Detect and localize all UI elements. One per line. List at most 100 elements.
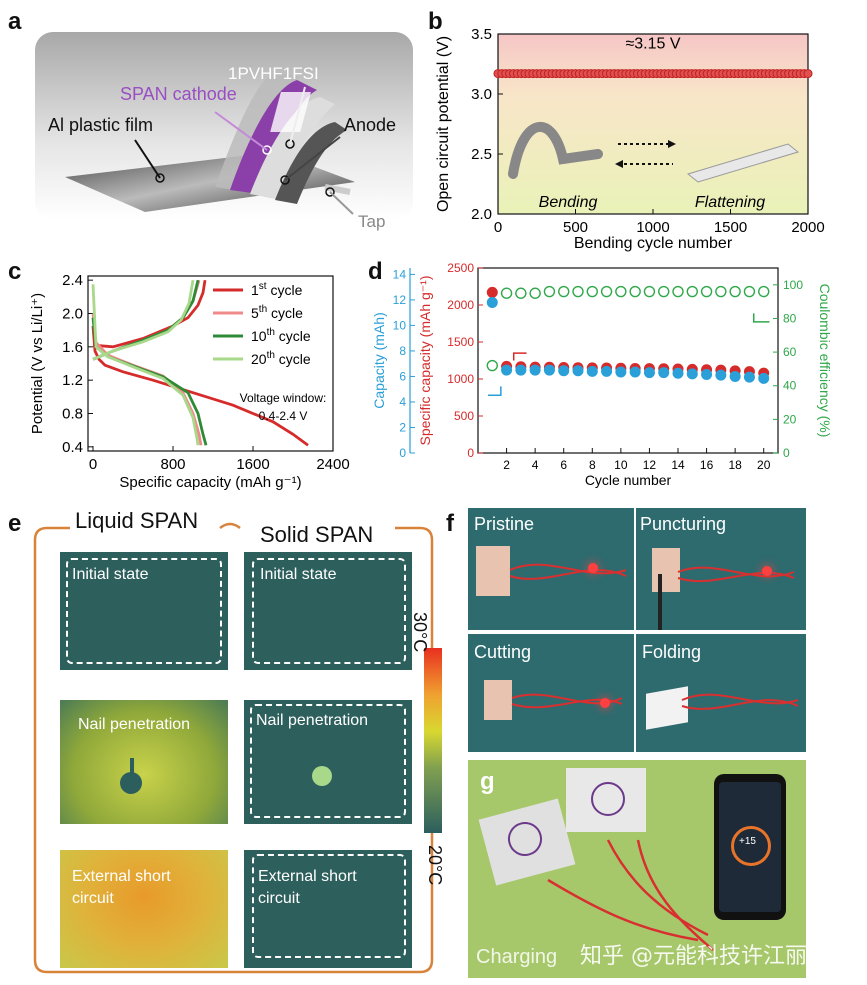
- cap-point-4: [543, 364, 555, 376]
- ytick-label-d-2: 1000: [447, 372, 474, 386]
- xtick-label-d-5: 12: [643, 458, 657, 472]
- ytick-label-c-3: 1.6: [62, 339, 83, 356]
- xtick-label-c-3: 2400: [316, 456, 349, 473]
- ce-point-7: [586, 285, 598, 298]
- xtick-label-c-1: 800: [160, 456, 185, 473]
- ylabel-d: Specific capacity (mAh g⁻¹): [417, 276, 433, 446]
- cap-point-19: [758, 372, 770, 384]
- chart-c: 0 800 1600 2400 0.4 0.8 1.2 1.6 2.0 2.4 Specific c…: [29, 272, 350, 491]
- photo-puncturing: Puncturing: [636, 508, 806, 630]
- label-charging: Charging: [476, 946, 558, 968]
- bending-cell-shape: [508, 122, 603, 179]
- ce-point-17: [729, 285, 741, 298]
- ytick3-label-d-6: 12: [393, 293, 407, 307]
- ce-point-10: [629, 285, 641, 298]
- xtick-label-c-0: 0: [89, 456, 97, 473]
- ce-point-0: [486, 359, 498, 372]
- ytick-label-c-5: 2.4: [62, 272, 83, 289]
- label-puncturing: Puncturing: [640, 514, 727, 534]
- annotation-c-2: 0.4-2.4 V: [259, 409, 308, 423]
- ce-point-6: [572, 285, 584, 298]
- flat-cell-shape: [686, 143, 800, 183]
- spec-cap-point-0: [486, 286, 498, 298]
- annotation-c-1: Voltage window:: [240, 391, 327, 405]
- label-pristine: Pristine: [474, 514, 535, 534]
- ce-point-9: [615, 285, 627, 298]
- photo-charging: +15 Charging: [468, 760, 806, 978]
- label-al-plastic-film: Al plastic film: [48, 115, 154, 135]
- ce-point-19: [758, 285, 770, 298]
- cap-point-8: [601, 365, 613, 377]
- panel-label-f: f: [446, 510, 454, 537]
- xtick-label-b-2: 1000: [636, 219, 669, 236]
- watermark: 知乎 @元能科技许江丽: [580, 944, 807, 969]
- annotation-b: ≈3.15 V: [625, 35, 680, 52]
- ce-point-16: [715, 285, 727, 298]
- legend-text-c-3: 20th cycle: [251, 350, 311, 367]
- ytick-label-b-0: 2.0: [471, 206, 492, 223]
- ytick-label-d-4: 2000: [447, 298, 474, 312]
- thermal-solid-short: External short circuit: [244, 850, 412, 968]
- ytick-label-b-3: 3.5: [471, 26, 492, 43]
- ce-point-15: [700, 285, 713, 298]
- thermal-liquid-initial: Initial state: [60, 552, 228, 670]
- arrow-right-head: [668, 140, 676, 148]
- cap-point-12: [658, 367, 670, 379]
- ce-point-4: [543, 285, 556, 298]
- legend-text-c-1: 5th cycle: [251, 304, 303, 321]
- arrow-blue: [488, 386, 502, 397]
- ytick2-label-d-1: 20: [783, 412, 797, 426]
- ce-point-13: [672, 285, 684, 298]
- label-initial-solid: Initial state: [260, 566, 337, 583]
- xtick-label-b-0: 0: [494, 219, 502, 236]
- ytick-label-d-1: 500: [454, 409, 474, 423]
- panel-label-e: e: [8, 510, 22, 537]
- ce-point-3: [529, 287, 541, 299]
- cap-point-16: [715, 369, 727, 381]
- colorbar-top-label: 30°C: [410, 612, 430, 653]
- ytick2-label-d-4: 80: [783, 311, 797, 325]
- ytick3-label-d-7: 14: [393, 267, 407, 281]
- bracket-e: [33, 522, 434, 974]
- label-initial-liquid: Initial state: [72, 566, 149, 583]
- cap-point-17: [729, 370, 741, 382]
- xtick-label-b-3: 1500: [714, 219, 747, 236]
- ytick2-label-d-5: 100: [783, 278, 803, 292]
- cap-point-14: [686, 368, 698, 380]
- label-cutting: Cutting: [474, 642, 532, 662]
- anode-shape: [275, 122, 347, 204]
- ce-point-14: [686, 285, 698, 298]
- ytick-label-c-1: 0.8: [62, 406, 83, 423]
- ocv-point-80: [803, 69, 813, 79]
- plot-area-d: [477, 267, 779, 454]
- xtick-label-d-4: 10: [614, 458, 628, 472]
- label-tap: Tap: [358, 212, 386, 231]
- ce-point-5: [558, 285, 570, 298]
- curve-c-3-discharge: [91, 284, 200, 446]
- arrow-red: [512, 352, 527, 361]
- panel-label-a: a: [8, 8, 22, 35]
- ce-point-11: [643, 285, 656, 298]
- ytick-label-c-0: 0.4: [62, 439, 83, 456]
- panel-label-d: d: [368, 258, 383, 285]
- thermal-solid-initial: Initial state: [244, 552, 412, 670]
- ytick2-label-d-3: 60: [783, 345, 797, 359]
- xtick-label-d-7: 16: [700, 458, 714, 472]
- ytick3-label-d-4: 8: [399, 344, 406, 358]
- photo-cutting: Cutting: [468, 634, 634, 752]
- label-short-solid-2: circuit: [258, 890, 300, 907]
- phone-charge-percent: +15: [739, 836, 756, 847]
- ytick-label-c-4: 2.0: [62, 306, 83, 323]
- label-bending: Bending: [539, 194, 598, 211]
- cap-point-1: [501, 364, 513, 376]
- cap-point-5: [558, 365, 570, 377]
- legend-text-c-0: 1st cycle: [251, 281, 303, 298]
- ytick-label-b-1: 2.5: [471, 146, 492, 163]
- plot-area-b: [497, 33, 809, 215]
- xtick-label-b-4: 2000: [791, 219, 824, 236]
- cap-point-2: [515, 364, 527, 376]
- solid-span-title: Solid SPAN: [260, 522, 374, 547]
- ytick-label-d-3: 1500: [447, 335, 474, 349]
- smartphone: +15: [714, 774, 786, 920]
